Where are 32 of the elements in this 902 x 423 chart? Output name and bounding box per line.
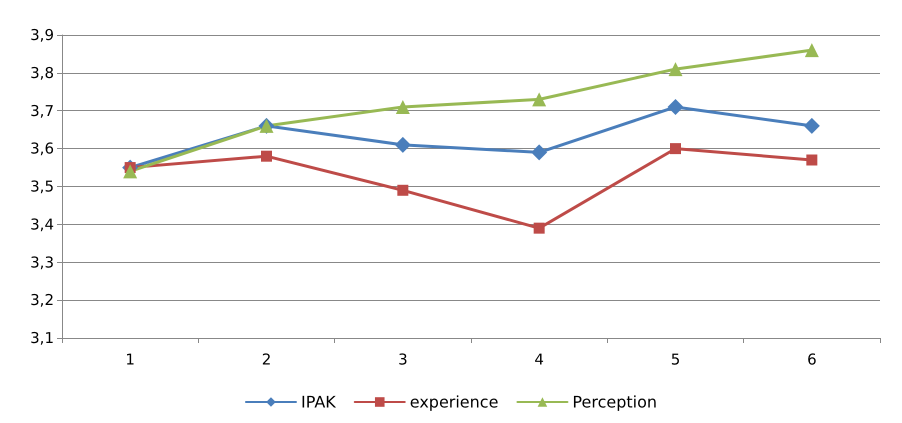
point [804,43,819,58]
x-tick-label: 4 [534,350,544,368]
x-tick-label: 2 [262,350,272,368]
point [532,92,546,106]
x-tick-label: 5 [670,350,680,368]
legend-label: IPAK [300,392,336,412]
point [123,164,138,178]
y-tick-label: 3,4 [30,215,54,234]
point [534,222,545,234]
point [531,144,548,160]
point [668,62,682,76]
x-tick-label: 6 [807,350,817,368]
y-tick-label: 3,6 [30,140,54,158]
point [394,136,411,153]
point [804,118,820,134]
point [396,100,410,114]
y-tick-label: 3,1 [30,329,54,347]
y-tick-label: 3,8 [30,64,54,82]
legend-label: experience [410,392,498,412]
y-tick-label: 3,7 [30,102,54,120]
y-tick-label: 3,3 [30,253,54,272]
point [670,143,681,154]
x-tick-label: 3 [398,350,408,368]
y-tick-label: 3,2 [30,291,54,310]
point [261,150,272,162]
point [668,98,684,115]
y-tick-label: 3,5 [30,178,54,196]
point [806,154,818,166]
point [397,184,408,196]
x-tick-label: 1 [125,350,135,368]
y-tick-label: 3,9 [30,26,54,44]
legend-label: Perception [572,392,658,412]
